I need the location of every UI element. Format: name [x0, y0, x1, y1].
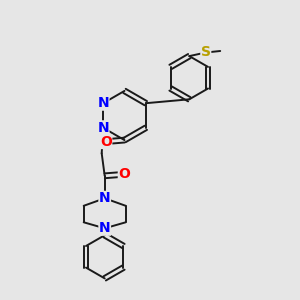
- Text: N: N: [99, 191, 110, 205]
- Text: O: O: [118, 167, 130, 181]
- Text: N: N: [98, 121, 109, 135]
- Text: N: N: [98, 96, 109, 110]
- Text: S: S: [201, 46, 211, 59]
- Text: O: O: [100, 135, 112, 148]
- Text: N: N: [99, 221, 110, 235]
